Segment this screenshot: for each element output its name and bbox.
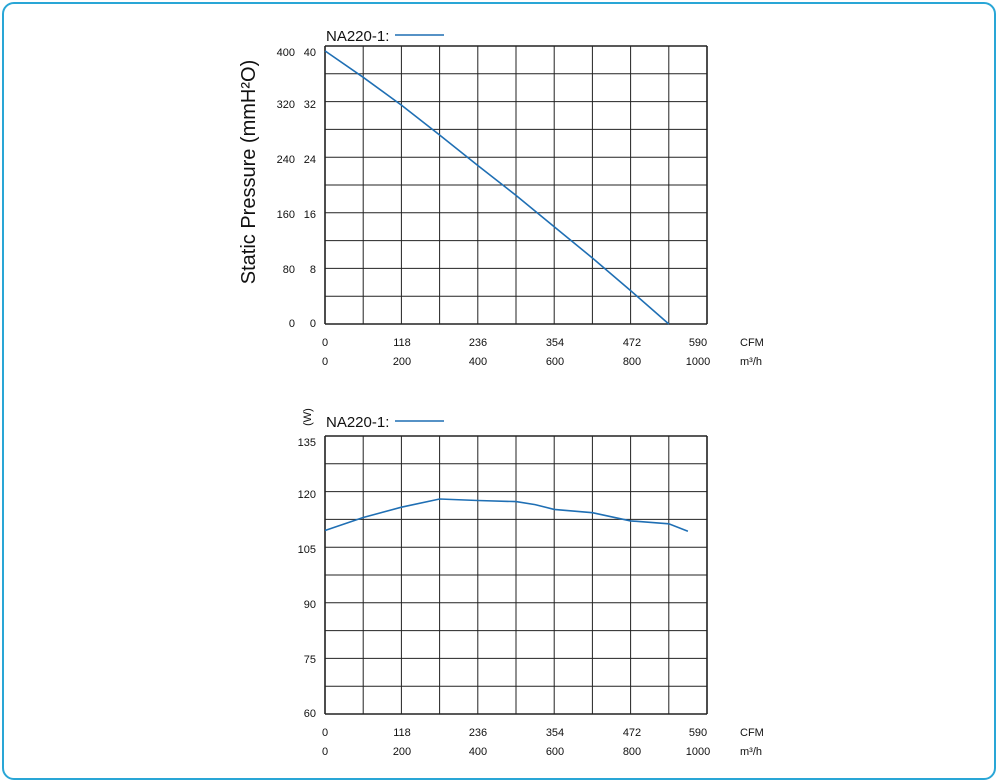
pressure-x-m3h-tick: 1000 (686, 356, 710, 368)
pressure-y-inner-tick: 16 (304, 209, 316, 221)
pressure-x-cfm-tick: 472 (623, 337, 641, 349)
power-x-cfm-tick: 0 (322, 727, 328, 739)
pressure-x-cfm-tick: 0 (322, 337, 328, 349)
pressure-x-cfm-tick: 590 (689, 337, 707, 349)
power-x-cfm-tick: 354 (546, 727, 564, 739)
power-x-m3h-tick: 1000 (686, 746, 710, 758)
power-x-m3h-tick: 0 (322, 746, 328, 758)
pressure-y-inner-tick: 0 (310, 318, 316, 330)
power-x-cfm-tick: 118 (393, 727, 411, 739)
pressure-y-inner-tick: 24 (304, 154, 316, 166)
power-x-m3h-tick: 400 (469, 746, 487, 758)
power-series-line (324, 498, 689, 533)
power-x-m3h-unit: m³/h (740, 746, 762, 758)
pressure-y-inner-tick: 40 (304, 47, 316, 59)
pressure-grid (324, 45, 708, 325)
pressure-x-m3h-tick: 200 (393, 356, 411, 368)
pressure-x-m3h-tick: 600 (546, 356, 564, 368)
pressure-y-outer-tick: 240 (277, 154, 295, 166)
pressure-series-line (324, 50, 670, 325)
power-x-cfm-tick: 472 (623, 727, 641, 739)
pressure-y-inner-tick: 32 (304, 99, 316, 111)
power-legend-label: NA220-1: (326, 414, 389, 431)
pressure-y-outer-tick: 160 (277, 209, 295, 221)
power-y-tick: 60 (304, 708, 316, 720)
power-x-cfm-unit: CFM (740, 727, 764, 739)
power-y-tick: 90 (304, 599, 316, 611)
power-y-tick: 120 (298, 489, 316, 501)
power-y-tick: 75 (304, 654, 316, 666)
power-x-m3h-tick: 600 (546, 746, 564, 758)
pressure-x-cfm-unit: CFM (740, 337, 764, 349)
pressure-x-cfm-tick: 236 (469, 337, 487, 349)
power-chart: NA220-1: (W) 135 120 105 90 75 60 0 118 … (298, 408, 764, 758)
power-y-tick: 135 (298, 437, 316, 449)
pressure-y-outer-tick: 0 (289, 318, 295, 330)
power-x-m3h-tick: 800 (623, 746, 641, 758)
pressure-y-outer-tick: 80 (283, 264, 295, 276)
pressure-legend-label: NA220-1: (326, 28, 389, 45)
pressure-chart: NA220-1: Static Pressure (mmH²O) 400 320… (238, 28, 764, 368)
pressure-x-cfm-tick: 354 (546, 337, 564, 349)
pressure-x-m3h-tick: 400 (469, 356, 487, 368)
pressure-y-outer-tick: 320 (277, 99, 295, 111)
power-x-cfm-tick: 590 (689, 727, 707, 739)
power-x-m3h-tick: 200 (393, 746, 411, 758)
pressure-x-m3h-tick: 800 (623, 356, 641, 368)
pressure-y-axis-label: Static Pressure (mmH²O) (238, 60, 260, 284)
pressure-y-inner-tick: 8 (310, 264, 316, 276)
pressure-x-cfm-tick: 118 (393, 337, 411, 349)
power-y-axis-label: (W) (302, 408, 314, 426)
pressure-x-m3h-tick: 0 (322, 356, 328, 368)
power-grid (324, 435, 708, 715)
power-y-tick: 105 (298, 544, 316, 556)
pressure-x-m3h-unit: m³/h (740, 356, 762, 368)
power-x-cfm-tick: 236 (469, 727, 487, 739)
pressure-y-outer-tick: 400 (277, 47, 295, 59)
